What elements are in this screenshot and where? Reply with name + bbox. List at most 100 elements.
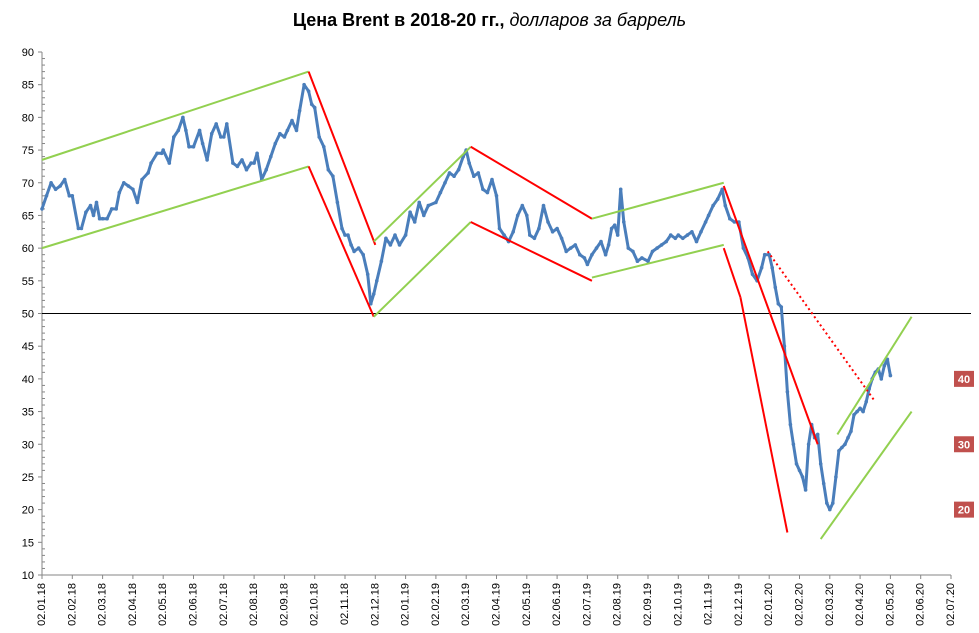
price-level-badge-label: 20 [958,505,970,517]
price-point [821,481,826,486]
price-point [520,203,525,208]
price-point [831,501,835,505]
price-point [91,213,96,218]
price-point [214,122,218,126]
y-tick-label: 40 [22,374,34,386]
price-point [181,115,185,120]
price-point [117,190,122,195]
y-tick-label: 30 [22,439,34,451]
price-point [403,233,408,237]
price-point [159,151,164,156]
price-point [309,102,314,107]
price-point [494,194,499,198]
price-point [356,246,361,250]
price-point [326,167,331,172]
price-point [594,246,599,250]
y-tick-label: 15 [22,537,34,549]
price-point [94,200,99,205]
price-point [209,131,214,136]
price-point [456,167,461,172]
price-point [803,488,808,492]
x-tick-label: 02.10.19 [672,583,684,626]
price-point [818,462,823,466]
price-point [369,301,373,306]
price-point [135,200,140,205]
price-point [88,203,93,208]
trend-line-down [722,185,819,445]
trend-line-up [836,316,913,435]
price-point [815,432,820,437]
price-point [278,131,282,136]
price-point [255,151,259,156]
trend-line-up [591,243,724,279]
price-point [855,409,859,414]
x-tick-label: 02.05.20 [884,583,896,626]
price-point [825,501,829,505]
price-point [590,252,594,257]
price-point [84,210,88,214]
price-point [555,226,559,231]
price-point [331,174,335,178]
price-point [490,177,494,182]
price-level-badge [954,436,974,453]
price-point [269,154,273,159]
price-point [659,243,664,247]
price-point [408,210,412,214]
price-level-badge-label: 40 [958,374,970,386]
price-point [762,252,767,257]
x-tick-label: 02.10.18 [309,583,321,626]
trend-line-up [41,165,309,250]
price-point [546,220,550,224]
trend-line-down [722,247,742,298]
price-point [335,200,340,205]
price-point [388,243,393,247]
price-point [70,194,75,198]
x-tick-label: 02.11.19 [703,583,715,625]
price-point [167,161,172,165]
price-point [417,200,422,205]
x-tick-label: 02.07.18 [218,583,230,626]
price-point [191,145,196,149]
price-point [779,305,784,309]
price-point [568,246,573,250]
trend-line-up [373,146,472,243]
price-point [343,233,347,237]
price-point [393,233,397,237]
price-point [372,292,376,296]
y-tick-label: 85 [22,80,34,92]
price-point [225,122,229,126]
price-point [412,220,417,224]
price-level-badge [954,501,974,518]
price-point [219,135,223,139]
price-point [205,158,209,162]
price-point [290,118,294,123]
price-point [146,171,150,175]
trend-line-down [307,71,377,246]
price-point [626,246,631,250]
price-point [882,364,887,368]
price-point [317,135,322,139]
price-point [879,377,884,381]
price-point [685,233,690,237]
price-point [694,239,699,244]
price-point [582,256,587,260]
price-point [622,220,626,224]
price-point [532,236,537,241]
x-tick-label: 02.01.18 [36,583,48,626]
price-point [161,148,165,152]
trend-line-up [591,181,725,220]
price-point [732,220,737,224]
x-tick-label: 02.01.20 [763,583,775,626]
price-point [537,226,541,231]
price-point [352,249,356,254]
price-point [888,373,893,378]
price-point [67,194,72,198]
price-point [720,187,724,192]
price-level-badge [954,370,974,387]
price-point [715,197,720,201]
x-tick-label: 02.02.18 [66,583,78,626]
y-tick-label: 10 [22,570,34,582]
price-point [834,475,838,479]
price-point [447,171,452,175]
